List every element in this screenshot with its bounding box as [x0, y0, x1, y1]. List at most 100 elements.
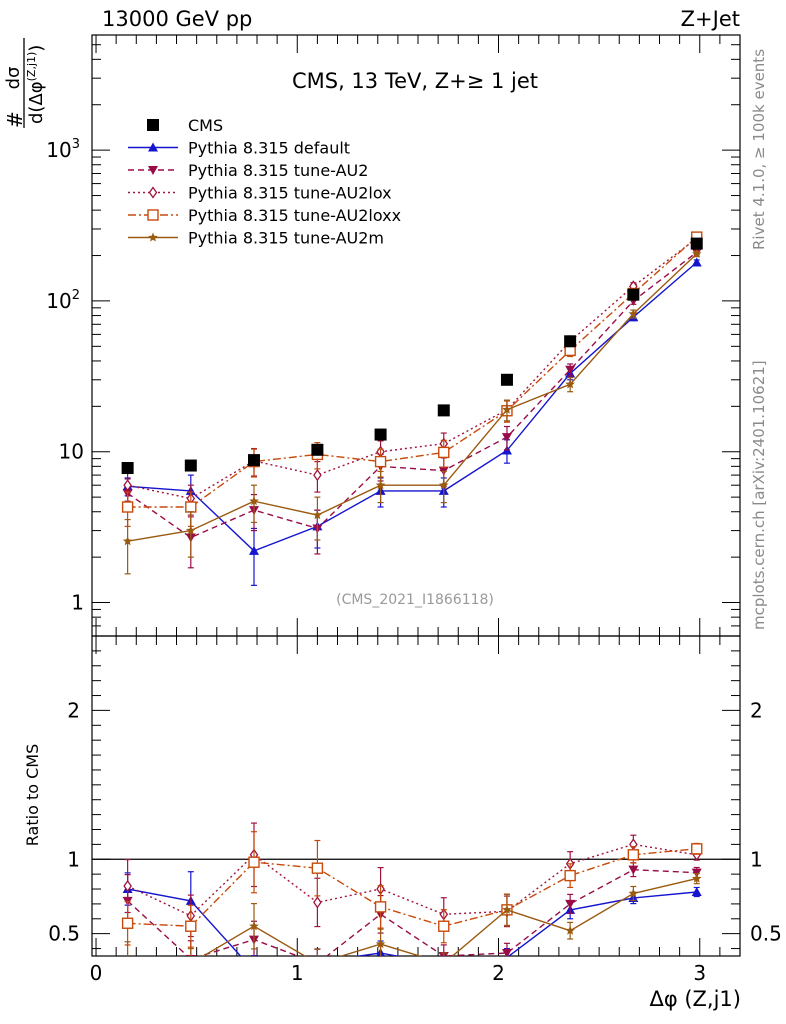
- ratio-point-pythia-8-315-tune-au2: [628, 865, 639, 875]
- ratio-line-pythia-8-315-default: [127, 888, 697, 956]
- ratio-y-label: Ratio to CMS: [23, 744, 42, 846]
- x-tick-label-0: 0: [90, 961, 103, 985]
- ratio-point-pythia-8-315-tune-au2m: [313, 958, 323, 967]
- top-series-layer: [121, 231, 703, 586]
- point-pythia-8-315-tune-au2m: [628, 308, 639, 318]
- ratio-point-pythia-8-315-tune-au2m: [628, 888, 639, 898]
- point-pythia-8-315-tune-au2lox: [313, 468, 322, 482]
- cms-data-point: [627, 288, 640, 301]
- ratio-series-layer: [121, 822, 703, 975]
- analysis-id: (CMS_2021_I1866118): [336, 592, 494, 608]
- legend-marker: [147, 209, 159, 221]
- legend-marker: [148, 232, 158, 242]
- process-label: Z+Jet: [681, 7, 740, 31]
- y-label-close: ): [26, 45, 47, 52]
- legend-marker: [148, 166, 158, 175]
- legend-label-au2: Pythia 8.315 tune-AU2: [188, 161, 368, 180]
- ratio-point-pythia-8-315-tune-au2lox: [313, 896, 322, 909]
- y-label-denominator: d(Δφ(Z,j1)): [25, 45, 47, 124]
- cms-data-point: [690, 237, 703, 250]
- y-tick-100-base: 10: [46, 289, 71, 313]
- ratio-point-pythia-8-315-tune-au2loxx: [438, 920, 450, 932]
- legend: CMS Pythia 8.315 default Pythia 8.315 tu…: [128, 116, 401, 248]
- point-pythia-8-315-tune-au2loxx: [438, 446, 450, 459]
- point-pythia-8-315-tune-au2m: [375, 480, 386, 490]
- point-pythia-8-315-tune-au2: [565, 365, 576, 375]
- ratio-point-pythia-8-315-tune-au2loxx: [627, 849, 640, 861]
- point-pythia-8-315-tune-au2lox: [123, 479, 132, 492]
- ratio-point-pythia-8-315-tune-au2loxx: [374, 901, 387, 913]
- point-pythia-8-315-tune-au2m: [186, 525, 196, 535]
- y-tick-1000-base: 10: [46, 138, 71, 162]
- x-axis-label: Δφ (Z,j1): [649, 987, 741, 1011]
- cms-data-point: [564, 335, 577, 348]
- ratio-point-pythia-8-315-default: [249, 966, 259, 975]
- y-label-superscript: (Z,j1): [25, 52, 38, 82]
- side-label-bottom: mcplots.cern.ch [arXiv:2401.10621]: [750, 360, 768, 630]
- point-pythia-8-315-tune-au2m: [565, 379, 575, 389]
- series-line-pythia-8-315-default: [127, 261, 698, 552]
- ratio-tick-label-right-2: 2: [750, 698, 763, 722]
- y-tick-label-1000: 103: [46, 137, 80, 162]
- y-axis-label: # dσ d(Δφ(Z,j1)): [3, 38, 47, 128]
- ratio-tick-label-right-0.5: 0.5: [750, 922, 782, 946]
- ratio-point-pythia-8-315-tune-au2m: [502, 904, 512, 914]
- y-tick-100-exp: 2: [72, 288, 80, 303]
- legend-entry-au2lox: Pythia 8.315 tune-AU2lox: [128, 184, 392, 203]
- point-pythia-8-315-tune-au2m: [502, 404, 512, 414]
- series-line-pythia-8-315-tune-au2loxx: [127, 236, 698, 508]
- y-tick-1000-exp: 3: [72, 137, 80, 152]
- ratio-line-pythia-8-315-tune-au2m: [201, 877, 697, 956]
- point-pythia-8-315-tune-au2loxx: [374, 455, 387, 468]
- ratio-point-pythia-8-315-tune-au2loxx: [564, 869, 576, 882]
- ratio-tick-label-2: 2: [67, 698, 80, 722]
- ratio-point-pythia-8-315-tune-au2loxx: [248, 856, 260, 868]
- energy-label: 13000 GeV pp: [102, 7, 252, 31]
- ratio-point-pythia-8-315-tune-au2loxx: [121, 917, 134, 929]
- point-pythia-8-315-tune-au2m: [249, 496, 259, 506]
- legend-entry-au2loxx: Pythia 8.315 tune-AU2loxx: [128, 206, 401, 225]
- ratio-point-pythia-8-315-tune-au2: [565, 899, 576, 909]
- ratio-point-pythia-8-315-tune-au2loxx: [691, 843, 703, 855]
- ratio-point-pythia-8-315-tune-au2loxx: [185, 920, 197, 932]
- point-pythia-8-315-tune-au2m: [312, 510, 323, 520]
- ratio-point-pythia-8-315-default: [312, 957, 322, 966]
- cms-data-point: [437, 404, 450, 417]
- ratio-point-pythia-8-315-tune-au2m: [692, 873, 702, 883]
- legend-entry-cms: CMS: [147, 116, 223, 135]
- legend-label-au2m: Pythia 8.315 tune-AU2m: [188, 229, 384, 248]
- y-label-numerator: dσ: [3, 67, 24, 90]
- cms-data-point: [311, 443, 324, 456]
- ratio-panel-ticks: [92, 650, 740, 950]
- legend-label-cms: CMS: [188, 116, 223, 135]
- y-label-denom-text: d(Δφ: [26, 81, 47, 124]
- legend-entry-au2m: Pythia 8.315 tune-AU2m: [128, 229, 384, 248]
- plot-title: CMS, 13 TeV, Z+≥ 1 jet: [292, 69, 538, 93]
- y-tick-label-10: 10: [59, 440, 84, 464]
- y-tick-label-100: 102: [46, 288, 80, 313]
- ratio-point-pythia-8-315-tune-au2m: [565, 925, 575, 935]
- ratio-point-pythia-8-315-tune-au2lox: [123, 879, 132, 893]
- point-pythia-8-315-tune-au2m: [439, 480, 449, 490]
- ratio-point-pythia-8-315-tune-au2m: [186, 958, 196, 967]
- ratio-point-pythia-8-315-tune-au2loxx: [311, 862, 324, 874]
- point-pythia-8-315-tune-au2loxx: [121, 501, 134, 513]
- series-line-pythia-8-315-tune-au2: [127, 251, 698, 539]
- cms-data-point: [121, 462, 134, 475]
- ratio-line-pythia-8-315-tune-au2loxx: [127, 848, 697, 927]
- point-pythia-8-315-tune-au2: [501, 433, 512, 443]
- legend-label-au2lox: Pythia 8.315 tune-AU2lox: [188, 184, 392, 203]
- ratio-point-pythia-8-315-tune-au2m: [249, 921, 259, 931]
- side-label-top: Rivet 4.1.0, ≥ 100k events: [750, 49, 768, 250]
- ratio-point-pythia-8-315-tune-au2m: [375, 939, 386, 949]
- ratio-point-pythia-8-315-tune-au2m: [439, 958, 449, 967]
- legend-marker-cms: [147, 119, 159, 131]
- point-pythia-8-315-tune-au2loxx: [185, 501, 197, 513]
- legend-entry-au2: Pythia 8.315 tune-AU2: [128, 161, 368, 180]
- point-pythia-8-315-tune-au2m: [122, 536, 133, 546]
- ratio-tick-label-1: 1: [67, 847, 80, 871]
- x-axis-ticks: [95, 35, 721, 956]
- legend-label-default: Pythia 8.315 default: [188, 139, 350, 158]
- ratio-point-pythia-8-315-tune-au2m: [127, 955, 128, 956]
